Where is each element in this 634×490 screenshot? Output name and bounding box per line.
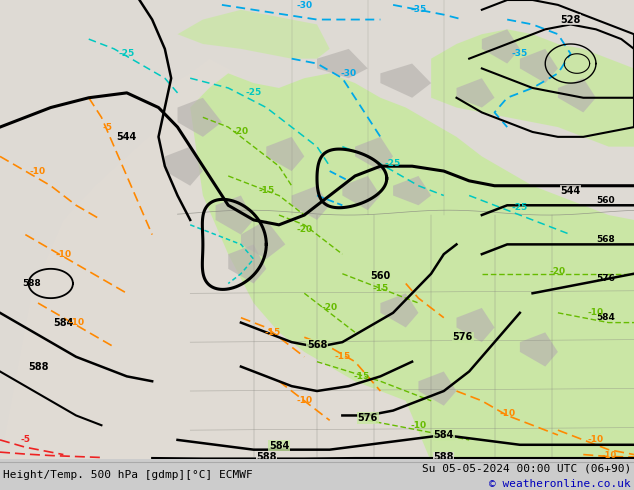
Text: 528: 528 <box>560 15 581 24</box>
Text: Height/Temp. 500 hPa [gdmp][°C] ECMWF: Height/Temp. 500 hPa [gdmp][°C] ECMWF <box>3 470 253 480</box>
Polygon shape <box>178 10 330 59</box>
Text: -15: -15 <box>258 186 275 195</box>
Text: -30: -30 <box>340 69 357 78</box>
Polygon shape <box>393 176 431 205</box>
Text: 544: 544 <box>117 132 137 142</box>
Text: 588: 588 <box>22 279 41 288</box>
Text: -10: -10 <box>410 421 427 430</box>
Text: -25: -25 <box>385 159 401 168</box>
Text: -25: -25 <box>245 88 262 98</box>
Polygon shape <box>456 308 495 342</box>
Text: -10: -10 <box>601 451 616 460</box>
Text: 588: 588 <box>434 452 454 463</box>
Text: 584: 584 <box>434 430 454 440</box>
Polygon shape <box>418 371 456 406</box>
Polygon shape <box>228 245 266 284</box>
Text: 560: 560 <box>370 271 391 281</box>
Text: -15: -15 <box>353 372 370 381</box>
Text: -25: -25 <box>119 49 135 58</box>
Polygon shape <box>178 98 222 137</box>
Polygon shape <box>482 29 520 64</box>
Text: -20: -20 <box>321 303 338 313</box>
Text: 588: 588 <box>28 362 48 371</box>
Text: -10: -10 <box>30 167 46 175</box>
Text: 588: 588 <box>256 452 276 463</box>
FancyBboxPatch shape <box>0 460 634 489</box>
Text: 584: 584 <box>269 441 289 451</box>
FancyBboxPatch shape <box>0 0 634 462</box>
Polygon shape <box>342 176 380 210</box>
Text: 544: 544 <box>560 186 581 196</box>
Text: -35: -35 <box>512 49 528 58</box>
Text: -15: -15 <box>372 284 389 293</box>
Polygon shape <box>380 293 418 327</box>
Text: -15: -15 <box>264 328 281 337</box>
Text: -10: -10 <box>499 409 515 417</box>
Text: 584: 584 <box>596 313 615 322</box>
Polygon shape <box>456 78 495 107</box>
Polygon shape <box>317 49 368 78</box>
Text: 576: 576 <box>358 413 378 423</box>
Text: -10: -10 <box>588 308 604 318</box>
Polygon shape <box>355 137 393 171</box>
Text: 568: 568 <box>307 340 327 349</box>
Polygon shape <box>241 220 285 259</box>
Text: 576: 576 <box>596 274 615 283</box>
Polygon shape <box>266 137 304 171</box>
Text: -25: -25 <box>512 203 528 212</box>
Text: 560: 560 <box>596 196 614 205</box>
Text: © weatheronline.co.uk: © weatheronline.co.uk <box>489 479 631 489</box>
Polygon shape <box>558 78 596 112</box>
Text: -10: -10 <box>68 318 84 327</box>
Text: Su 05-05-2024 00:00 UTC (06+90): Su 05-05-2024 00:00 UTC (06+90) <box>422 463 631 473</box>
Polygon shape <box>0 59 634 462</box>
Text: -30: -30 <box>296 1 313 10</box>
Text: 576: 576 <box>453 332 473 342</box>
Text: -5: -5 <box>103 122 113 132</box>
Text: 568: 568 <box>596 235 615 244</box>
Text: -5: -5 <box>20 436 30 444</box>
Text: -20: -20 <box>296 225 313 234</box>
Text: -35: -35 <box>410 5 427 14</box>
Polygon shape <box>165 147 203 186</box>
Text: -10: -10 <box>588 436 604 444</box>
Text: -10: -10 <box>55 250 72 259</box>
Polygon shape <box>292 186 330 220</box>
Text: -10: -10 <box>296 396 313 405</box>
Polygon shape <box>190 74 634 462</box>
Polygon shape <box>216 196 254 235</box>
Text: -20: -20 <box>550 267 566 276</box>
Polygon shape <box>431 29 634 147</box>
Text: 584: 584 <box>53 318 74 328</box>
Polygon shape <box>380 64 431 98</box>
Polygon shape <box>520 49 558 83</box>
Text: -20: -20 <box>233 127 249 137</box>
Polygon shape <box>520 332 558 367</box>
Text: -15: -15 <box>334 352 351 361</box>
